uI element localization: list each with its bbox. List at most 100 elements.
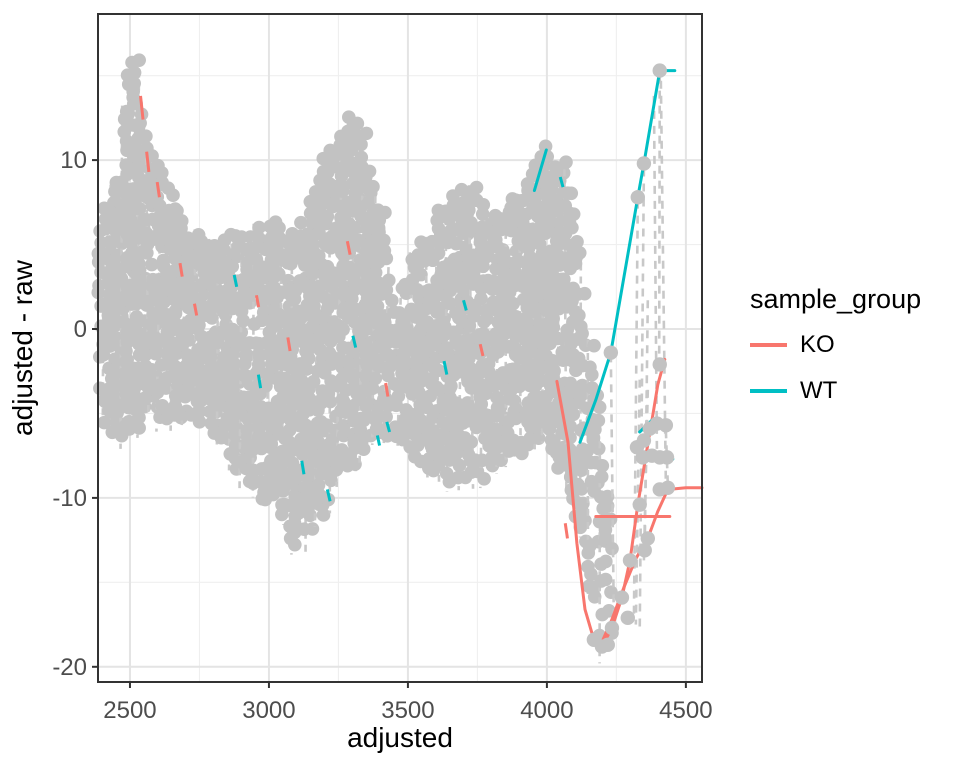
cloud-point — [442, 296, 457, 311]
cloud-point — [539, 389, 554, 404]
cloud-point — [150, 345, 164, 360]
cloud-point — [362, 164, 377, 179]
cloud-point — [323, 394, 338, 409]
cloud-point — [270, 422, 284, 437]
cloud-point — [365, 381, 380, 396]
cloud-point — [377, 233, 391, 248]
cloud-point — [595, 458, 610, 473]
cloud-point — [502, 285, 517, 300]
fleck-wt — [558, 176, 565, 188]
cloud-point — [159, 381, 173, 395]
cloud-point — [311, 478, 326, 492]
cloud-point — [337, 395, 351, 410]
fleck-wt — [325, 489, 332, 502]
highlight-point — [652, 357, 667, 372]
fleck-wt — [462, 299, 468, 311]
cloud-point — [174, 221, 188, 236]
cloud-point — [337, 418, 351, 433]
cloud-point — [116, 315, 131, 329]
highlight-points — [586, 63, 676, 654]
x-axis-title: adjusted — [347, 722, 453, 753]
cloud-point — [272, 221, 286, 235]
cloud-point — [464, 224, 478, 238]
cloud-point — [192, 318, 206, 332]
x-tick-label: 4500 — [659, 697, 712, 724]
cloud-point — [306, 266, 321, 281]
cloud-point — [475, 207, 490, 221]
cloud-point — [580, 444, 595, 458]
cloud-point — [565, 220, 579, 235]
cloud-point — [139, 129, 153, 143]
cloud-point — [603, 512, 618, 527]
x-tick-label: 3500 — [381, 697, 434, 724]
cloud-point — [133, 116, 147, 130]
fleck-wt — [232, 274, 239, 288]
cloud-point — [506, 296, 520, 311]
cloud-point — [462, 203, 476, 217]
cloud-point — [354, 150, 369, 165]
cloud-point — [140, 246, 154, 260]
y-tick-label: -20 — [52, 654, 87, 681]
legend-title: sample_group — [750, 284, 922, 314]
cloud-point — [225, 259, 240, 274]
cloud-point — [144, 257, 159, 272]
cloud-point — [474, 291, 488, 306]
cloud-point — [329, 462, 344, 477]
wt-line-swatch — [750, 389, 787, 393]
cloud-point — [324, 473, 338, 488]
highlight-point — [614, 590, 630, 605]
legend-item-ko-label: KO — [800, 331, 835, 358]
cloud-point — [154, 166, 169, 180]
cloud-point — [336, 428, 351, 443]
cloud-point — [385, 293, 399, 308]
cloud-point — [462, 351, 476, 366]
cloud-point — [605, 541, 619, 556]
cloud-point — [316, 508, 331, 522]
cloud-point — [126, 84, 140, 99]
cloud-point — [426, 253, 440, 268]
fleck-ko — [254, 294, 261, 308]
cloud-point — [431, 458, 446, 472]
cloud-point — [474, 397, 489, 411]
legend-item-wt-label: WT — [800, 377, 838, 404]
legend-item-ko: KO — [750, 331, 921, 358]
cloud-point — [234, 325, 249, 340]
cloud-point — [546, 320, 561, 335]
axes: 2500 3000 3500 4000 4500 10 0 -10 -20 — [52, 147, 712, 724]
cloud-point — [121, 106, 136, 121]
cloud-point — [252, 220, 266, 235]
cloud-point — [236, 313, 250, 328]
cloud-point — [368, 265, 383, 280]
fleck-ko — [345, 240, 352, 255]
cloud-point — [509, 411, 523, 426]
highlight-point — [603, 345, 619, 360]
cloud-point — [577, 286, 592, 301]
fleck-ko — [384, 382, 390, 397]
cloud-point — [287, 292, 302, 306]
cloud-point — [336, 322, 350, 337]
cloud-point — [568, 256, 583, 271]
cloud-point — [300, 227, 315, 241]
cloud-point — [414, 267, 428, 282]
cloud-point — [547, 435, 561, 449]
cloud-point — [306, 374, 321, 389]
cloud-point — [325, 433, 340, 447]
cloud-point — [598, 572, 613, 587]
cloud-point — [462, 341, 477, 356]
cloud-point — [102, 339, 117, 353]
highlight-point — [600, 637, 615, 653]
cloud-point — [240, 348, 255, 363]
trend-line-wt — [532, 148, 548, 192]
cloud-point — [578, 513, 592, 528]
cloud-point — [319, 216, 333, 231]
cloud-point — [572, 246, 587, 260]
cloud-point — [366, 179, 380, 194]
cloud-point — [559, 155, 573, 169]
cloud-point — [97, 415, 112, 430]
cloud-point — [294, 310, 309, 325]
cloud-point — [253, 272, 267, 287]
cloud-point — [132, 410, 146, 425]
cloud-point — [270, 317, 284, 331]
